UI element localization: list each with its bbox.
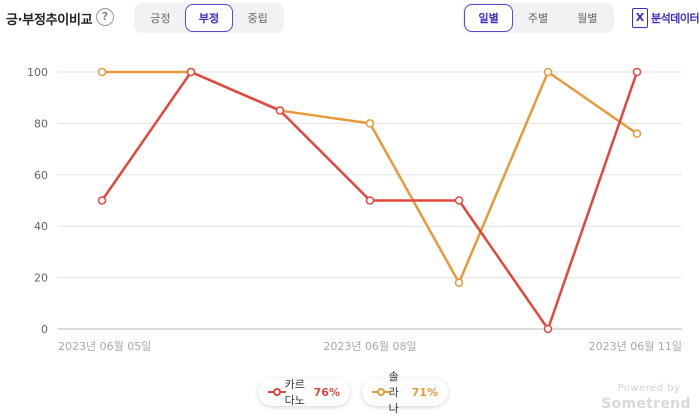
data-point: [97, 196, 107, 205]
tab-negative[interactable]: 부정: [184, 4, 234, 32]
sentiment-tab-group: 긍정 부정 중립: [134, 3, 284, 33]
line-chart: 100 80 60 40 20 0 2023년 06월 05일 2023년 06월 08일 20…: [27, 66, 682, 353]
data-point: [632, 129, 642, 138]
tab-monthly[interactable]: 월별: [577, 12, 598, 25]
data-point: [365, 196, 375, 205]
data-point: [97, 67, 107, 77]
legend-percent: 71%: [411, 385, 438, 399]
legend-marker-solana: [372, 387, 390, 397]
tab-weekly[interactable]: 주별: [527, 12, 549, 25]
legend-percent: 76%: [313, 385, 340, 399]
report-data-label: 분석데이터: [651, 12, 700, 25]
x-tick-label: 2023년 06월 11일: [589, 339, 682, 353]
help-icon[interactable]: ?: [96, 8, 114, 26]
legend-name: 솔라나: [388, 370, 399, 415]
brand-logo: Sometrend: [601, 396, 691, 412]
legend-item-solana[interactable]: 솔라나 71%: [362, 370, 448, 415]
data-point: [365, 119, 375, 128]
legend-marker-cardano: [268, 387, 286, 397]
y-tick-label: 40: [34, 220, 48, 233]
period-tab-group: 일별 주별 월별: [462, 3, 614, 33]
tab-positive[interactable]: 긍정: [150, 12, 171, 25]
x-tick-label: 2023년 06월 08일: [323, 339, 416, 353]
y-tick-label: 20: [34, 272, 48, 285]
data-point: [454, 278, 464, 287]
data-point: [275, 106, 285, 115]
excel-icon: X: [632, 8, 648, 28]
y-tick-label: 60: [34, 169, 48, 182]
series-line: [102, 70, 638, 284]
y-tick-label: 100: [27, 66, 48, 79]
data-point: [632, 67, 642, 77]
y-tick-label: 0: [41, 323, 48, 336]
data-point: [454, 196, 464, 205]
tab-neutral[interactable]: 중립: [247, 12, 268, 25]
x-tick-label: 2023년 06월 05일: [58, 339, 151, 353]
powered-by-text: Powered by: [617, 383, 681, 394]
chart-title: 긍·부정추이비교: [6, 13, 93, 28]
data-point: [543, 324, 553, 334]
legend-name: 카르다노: [284, 378, 305, 407]
tab-daily[interactable]: 일별: [464, 4, 514, 32]
data-point: [543, 67, 553, 77]
data-point: [186, 67, 196, 77]
report-data-button[interactable]: X 분석데이터: [632, 6, 700, 30]
legend-item-cardano[interactable]: 카르다노 76%: [258, 378, 350, 407]
y-tick-label: 80: [34, 117, 48, 130]
chart-header: 긍·부정추이비교 ? 긍정 부정 중립 일별 주별 월별 X 분석데이터: [0, 0, 700, 40]
